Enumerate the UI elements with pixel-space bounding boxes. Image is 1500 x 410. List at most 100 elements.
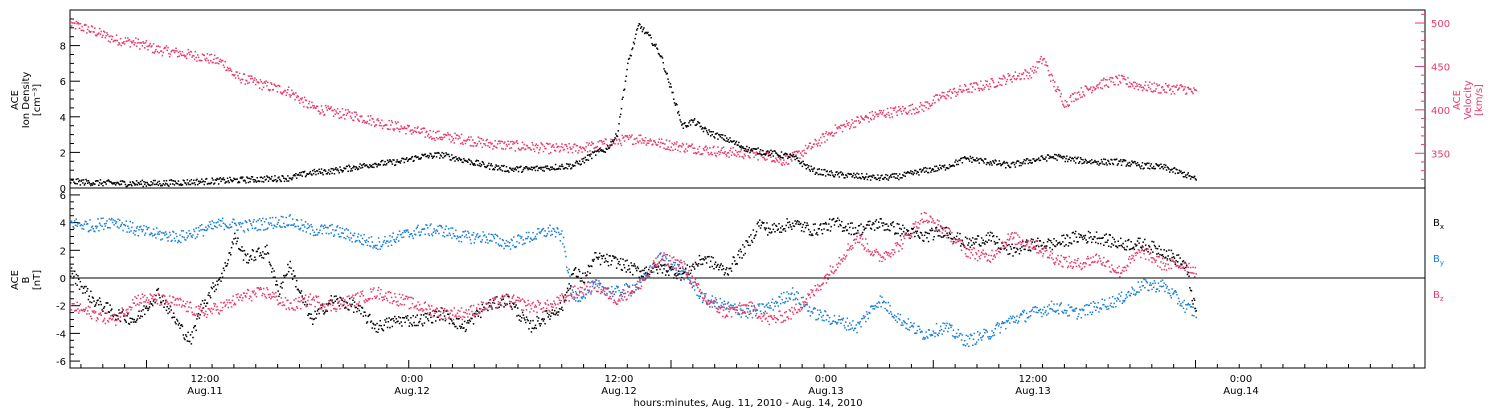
density-series-point [1033, 158, 1035, 160]
by-series-point [72, 226, 74, 228]
by-series-point [342, 232, 344, 234]
density-series-point [573, 164, 575, 167]
by-series-point [133, 230, 135, 232]
by-series-point [316, 234, 319, 236]
velocity-series-point [1109, 76, 1111, 79]
bx-series-point [265, 253, 267, 255]
by-series-point [1138, 291, 1140, 293]
velocity-series-point [406, 127, 408, 130]
density-series-point [381, 160, 383, 162]
by-series-point [759, 303, 761, 305]
bx-series-point [118, 309, 120, 311]
by-series-point [496, 234, 498, 236]
velocity-series-point [252, 81, 254, 83]
density-series-point [243, 179, 246, 181]
velocity-series-point [1066, 101, 1068, 103]
density-series-point [1115, 158, 1117, 161]
velocity-series-point [804, 152, 806, 154]
velocity-series-point [768, 150, 771, 153]
by-series-point [142, 229, 144, 231]
velocity-series-point [534, 144, 537, 147]
density-series-point [757, 147, 759, 149]
bx-series-point [477, 315, 480, 317]
by-series-point [648, 276, 651, 278]
velocity-series-point [660, 138, 663, 140]
density-series-point [413, 159, 415, 162]
velocity-series-point [627, 138, 630, 141]
bx-series-point [127, 313, 129, 315]
bx-series-point [585, 275, 587, 277]
by-series-point [444, 228, 447, 231]
density-series-point [589, 155, 591, 157]
density-series-point [933, 170, 935, 173]
velocity-series-point [757, 159, 759, 161]
density-series-point [172, 183, 174, 185]
by-series-point [392, 232, 394, 234]
density-series-point [293, 174, 295, 176]
velocity-series-point [506, 145, 508, 147]
velocity-series-point [496, 143, 499, 145]
by-series-point [1194, 310, 1197, 313]
bx-series-point [174, 321, 176, 323]
by-series-point [1162, 285, 1165, 287]
by-series-point [258, 228, 260, 231]
density-series-point [995, 160, 997, 162]
by-series-point [1075, 307, 1078, 309]
velocity-series-point [670, 146, 672, 148]
velocity-series-point [955, 91, 958, 94]
velocity-series-point [87, 26, 90, 28]
velocity-series-point [293, 93, 295, 96]
density-series-point [879, 177, 882, 179]
velocity-series-point [1164, 91, 1166, 93]
density-series-point [1151, 167, 1153, 169]
density-series-point [1000, 164, 1002, 167]
by-series-point [930, 334, 932, 337]
by-series-point [390, 240, 392, 242]
bx-series-point [336, 298, 338, 301]
velocity-series-point [328, 108, 331, 110]
by-series-point [1182, 307, 1185, 310]
by-series-point [229, 223, 231, 226]
velocity-series-point [483, 143, 485, 145]
by-series-point [1068, 314, 1070, 317]
by-series-point [381, 243, 384, 246]
density-series-point [1016, 160, 1018, 162]
bx-series-point [131, 317, 133, 320]
by-series-point [328, 233, 330, 235]
velocity-series-point [413, 130, 415, 132]
by-series-point [1019, 314, 1021, 316]
density-series-point [412, 160, 414, 162]
density-series-point [914, 169, 916, 172]
velocity-series-point [1064, 99, 1066, 102]
velocity-series-point [124, 37, 127, 39]
bx-series-point [383, 324, 385, 326]
density-series-point [909, 172, 911, 174]
density-series-point [160, 185, 162, 187]
density-series-point [836, 171, 838, 173]
by-series-point [283, 225, 286, 228]
velocity-series-point [159, 46, 161, 48]
velocity-series-point [1130, 83, 1132, 85]
density-series-point [86, 182, 89, 184]
by-series-point [820, 316, 823, 318]
density-series-point [677, 110, 680, 113]
by-series-point [783, 291, 785, 294]
by-series-point [636, 283, 638, 285]
density-series-point [890, 176, 893, 178]
velocity-series-point [894, 106, 897, 108]
by-series-point [912, 326, 914, 328]
by-series-point [755, 313, 758, 315]
by-series-point [448, 232, 451, 234]
by-series-point [415, 227, 418, 230]
density-series-point [1184, 176, 1186, 178]
by-series-point [784, 301, 787, 303]
by-series-point [405, 229, 407, 231]
density-series-point [78, 180, 80, 183]
by-series-point [193, 228, 195, 231]
bx-series-point [82, 287, 85, 289]
bx-series-point [232, 243, 234, 245]
by-series-point [500, 244, 502, 246]
velocity-series-point [1151, 83, 1153, 85]
by-series-point [625, 282, 627, 285]
by-series-point [380, 245, 382, 248]
